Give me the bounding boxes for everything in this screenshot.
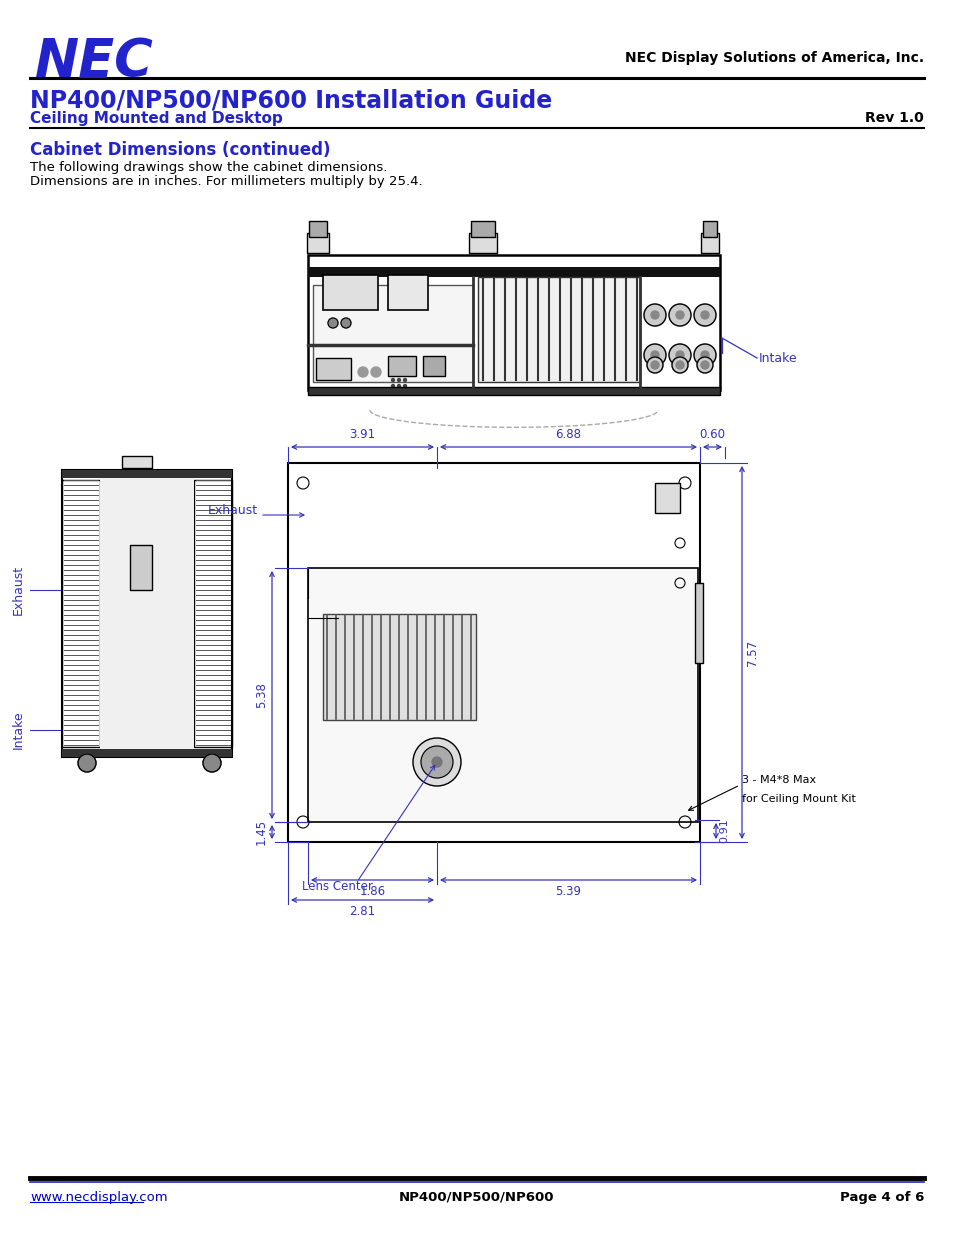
Bar	[313, 285, 473, 382]
Text: 3.91: 3.91	[349, 429, 375, 441]
Circle shape	[668, 304, 690, 326]
Bar	[307, 233, 329, 253]
Text: 6.88: 6.88	[555, 429, 581, 441]
Text: 5.38: 5.38	[254, 682, 268, 708]
Circle shape	[671, 357, 687, 373]
Bar	[422, 356, 444, 375]
Text: Page 4 of 6: Page 4 of 6	[839, 1191, 923, 1203]
Circle shape	[432, 757, 441, 767]
Bar	[288, 463, 700, 842]
Circle shape	[203, 755, 221, 772]
Circle shape	[643, 304, 665, 326]
Text: Intake: Intake	[11, 710, 25, 750]
Text: Dimensions are in inches. For millimeters multiply by 25.4.: Dimensions are in inches. For millimeter…	[30, 175, 422, 189]
Bar	[477, 277, 639, 382]
Text: NP400/NP500/NP600 Installation Guide: NP400/NP500/NP600 Installation Guide	[30, 88, 552, 112]
Bar	[193, 480, 232, 747]
Bar	[62, 480, 100, 747]
Text: Ceiling Mounted and Desktop: Ceiling Mounted and Desktop	[30, 110, 282, 126]
Text: Intake: Intake	[759, 352, 797, 364]
Text: The following drawings show the cabinet dimensions.: The following drawings show the cabinet …	[30, 162, 387, 174]
Circle shape	[700, 361, 708, 369]
Circle shape	[650, 361, 659, 369]
Text: www.necdisplay.com: www.necdisplay.com	[30, 1191, 168, 1203]
Text: 1.86: 1.86	[359, 885, 385, 898]
Circle shape	[676, 351, 683, 359]
Circle shape	[420, 746, 453, 778]
Text: NEC: NEC	[35, 36, 153, 88]
Text: NP400/NP500/NP600: NP400/NP500/NP600	[399, 1191, 554, 1203]
Circle shape	[700, 351, 708, 359]
Bar	[122, 456, 152, 468]
Bar	[700, 233, 719, 253]
Text: Cabinet Dimensions (continued): Cabinet Dimensions (continued)	[30, 141, 330, 159]
Circle shape	[340, 317, 351, 329]
Bar	[323, 614, 476, 720]
Circle shape	[403, 378, 406, 382]
Text: Rev 1.0: Rev 1.0	[864, 111, 923, 125]
Circle shape	[693, 304, 716, 326]
Bar	[315, 358, 351, 380]
Text: 2.81: 2.81	[349, 905, 375, 918]
Bar	[388, 275, 428, 310]
Bar	[695, 583, 702, 663]
Circle shape	[328, 317, 337, 329]
Text: 1.45: 1.45	[254, 819, 268, 845]
Circle shape	[397, 384, 400, 388]
Circle shape	[643, 345, 665, 366]
Bar	[308, 267, 720, 277]
Text: Exhaust: Exhaust	[208, 504, 257, 516]
Bar	[388, 356, 416, 375]
Bar	[308, 387, 720, 395]
Circle shape	[357, 367, 368, 377]
Circle shape	[700, 311, 708, 319]
Circle shape	[668, 345, 690, 366]
Circle shape	[403, 384, 406, 388]
Circle shape	[693, 345, 716, 366]
Bar	[100, 471, 193, 757]
Bar	[62, 471, 232, 478]
Bar	[702, 221, 717, 237]
Bar	[130, 545, 152, 590]
Text: 0.91: 0.91	[719, 819, 728, 844]
Circle shape	[397, 378, 400, 382]
Bar	[471, 221, 495, 237]
Circle shape	[391, 378, 395, 382]
Text: 3 - M4*8 Max: 3 - M4*8 Max	[741, 776, 815, 785]
Circle shape	[391, 384, 395, 388]
Bar	[308, 568, 698, 823]
Circle shape	[650, 311, 659, 319]
Circle shape	[413, 739, 460, 785]
Bar	[308, 254, 720, 390]
Circle shape	[371, 367, 380, 377]
Text: 7.57: 7.57	[745, 640, 759, 666]
Circle shape	[650, 351, 659, 359]
Text: Exhaust: Exhaust	[11, 564, 25, 615]
Bar	[62, 471, 232, 757]
Bar	[323, 275, 377, 310]
Bar	[62, 748, 232, 757]
Circle shape	[676, 311, 683, 319]
Circle shape	[676, 361, 683, 369]
Bar	[469, 233, 497, 253]
Text: 5.39: 5.39	[555, 885, 581, 898]
Bar	[655, 483, 679, 513]
Circle shape	[697, 357, 712, 373]
Text: Lens Center: Lens Center	[301, 881, 372, 893]
Text: for Ceiling Mount Kit: for Ceiling Mount Kit	[741, 794, 855, 804]
Text: 0.60: 0.60	[699, 429, 724, 441]
Bar	[309, 221, 327, 237]
Text: NEC Display Solutions of America, Inc.: NEC Display Solutions of America, Inc.	[624, 51, 923, 65]
Circle shape	[78, 755, 96, 772]
Circle shape	[646, 357, 662, 373]
